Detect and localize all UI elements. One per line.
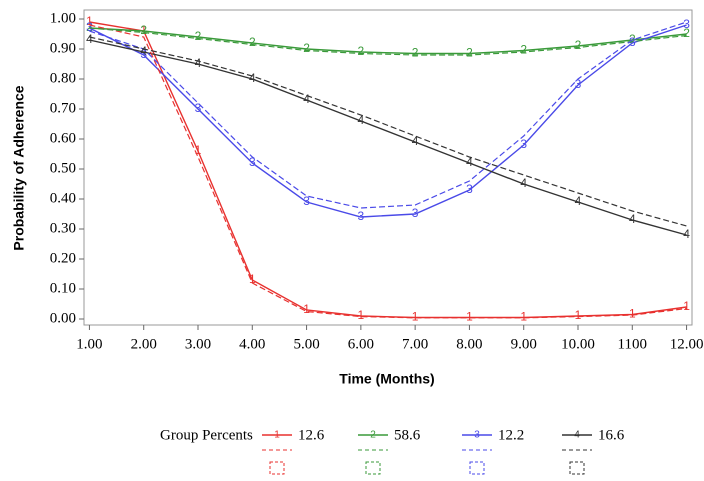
series-line (89, 21, 687, 209)
point-marker: 3 (412, 206, 419, 220)
point-marker: 2 (140, 23, 147, 37)
point-marker: 3 (466, 182, 473, 196)
y-tick-label: 0.20 (50, 250, 76, 266)
series-line (89, 27, 687, 56)
point-marker: 4 (86, 32, 93, 46)
point-marker: 1 (520, 310, 527, 324)
y-tick-label: 0.00 (50, 310, 76, 326)
legend-title: Group Percents (160, 427, 253, 443)
x-tick-label: 6.00 (348, 336, 374, 352)
point-marker: 2 (575, 38, 582, 52)
y-tick-label: 0.80 (50, 70, 76, 86)
point-marker: 3 (249, 155, 256, 169)
y-tick-label: 0.40 (50, 190, 76, 206)
y-tick-label: 0.50 (50, 160, 76, 176)
point-marker: 4 (520, 176, 527, 190)
point-marker: 1 (683, 299, 690, 313)
x-tick-label: 9.00 (511, 336, 537, 352)
x-tick-label: 1100 (618, 336, 647, 352)
point-marker: 2 (466, 46, 473, 60)
point-marker: 2 (249, 35, 256, 49)
x-tick-label: 4.00 (239, 336, 265, 352)
y-tick-label: 0.60 (50, 130, 76, 146)
point-marker: 4 (629, 212, 636, 226)
point-marker: 4 (683, 227, 690, 241)
point-marker: 1 (358, 308, 365, 322)
x-tick-label: 7.00 (402, 336, 428, 352)
y-tick-label: 0.90 (50, 40, 76, 56)
point-marker: 3 (303, 194, 310, 208)
point-marker: 3 (86, 20, 93, 34)
x-tick-label: 10.00 (561, 336, 595, 352)
legend-marker: 4 (574, 430, 580, 441)
y-tick-label: 1.00 (50, 10, 76, 26)
legend-label: 58.6 (394, 427, 421, 443)
x-tick-label: 2.00 (131, 336, 157, 352)
y-axis-label: Probability of Adherence (11, 85, 27, 250)
y-tick-label: 0.30 (50, 220, 76, 236)
point-marker: 3 (683, 17, 690, 31)
legend-label: 12.2 (498, 427, 524, 443)
point-marker: 4 (575, 194, 582, 208)
series-line (89, 24, 687, 319)
point-marker: 1 (195, 143, 202, 157)
point-marker: 1 (303, 302, 310, 316)
point-marker: 3 (575, 77, 582, 91)
point-marker: 3 (195, 101, 202, 115)
point-marker: 1 (86, 14, 93, 28)
legend-label: 12.6 (298, 427, 325, 443)
x-tick-label: 1.00 (76, 336, 102, 352)
x-tick-label: 3.00 (185, 336, 211, 352)
point-marker: 2 (412, 46, 419, 60)
point-marker: 1 (466, 310, 473, 324)
legend-marker: 1 (274, 430, 280, 441)
point-marker: 4 (412, 134, 419, 148)
legend-label: 16.6 (598, 427, 625, 443)
point-marker: 4 (195, 56, 202, 70)
series-line (89, 39, 687, 236)
point-marker: 1 (629, 307, 636, 321)
legend-box (469, 461, 485, 475)
plot-frame (83, 9, 693, 326)
point-marker: 1 (412, 310, 419, 324)
point-marker: 4 (466, 155, 473, 169)
legend-box (269, 461, 285, 475)
point-marker: 2 (629, 32, 636, 46)
point-marker: 2 (195, 29, 202, 43)
point-marker: 2 (520, 43, 527, 57)
point-marker: 1 (140, 23, 147, 37)
legend-box (569, 461, 585, 475)
point-marker: 3 (140, 47, 147, 61)
point-marker: 4 (140, 44, 147, 58)
point-marker: 4 (303, 92, 310, 106)
x-axis-label: Time (Months) (339, 371, 434, 387)
point-marker: 3 (358, 209, 365, 223)
series-line (89, 21, 687, 319)
x-tick-label: 12.00 (670, 336, 704, 352)
series-line (89, 24, 687, 218)
point-marker: 2 (303, 41, 310, 55)
series-line (89, 27, 687, 55)
point-marker: 3 (520, 137, 527, 151)
legend-box (365, 461, 381, 475)
point-marker: 4 (249, 71, 256, 85)
y-tick-label: 0.70 (50, 100, 76, 116)
x-tick-label: 8.00 (456, 336, 482, 352)
x-tick-label: 5.00 (293, 336, 319, 352)
point-marker: 4 (358, 113, 365, 127)
point-marker: 2 (86, 20, 93, 34)
point-marker: 2 (358, 44, 365, 58)
point-marker: 3 (629, 35, 636, 49)
point-marker: 1 (575, 308, 582, 322)
y-tick-label: 0.10 (50, 280, 76, 296)
point-marker: 2 (683, 26, 690, 40)
point-marker: 1 (249, 272, 256, 286)
legend-marker: 3 (474, 430, 480, 441)
series-line (89, 36, 687, 227)
legend-marker: 2 (370, 430, 376, 441)
